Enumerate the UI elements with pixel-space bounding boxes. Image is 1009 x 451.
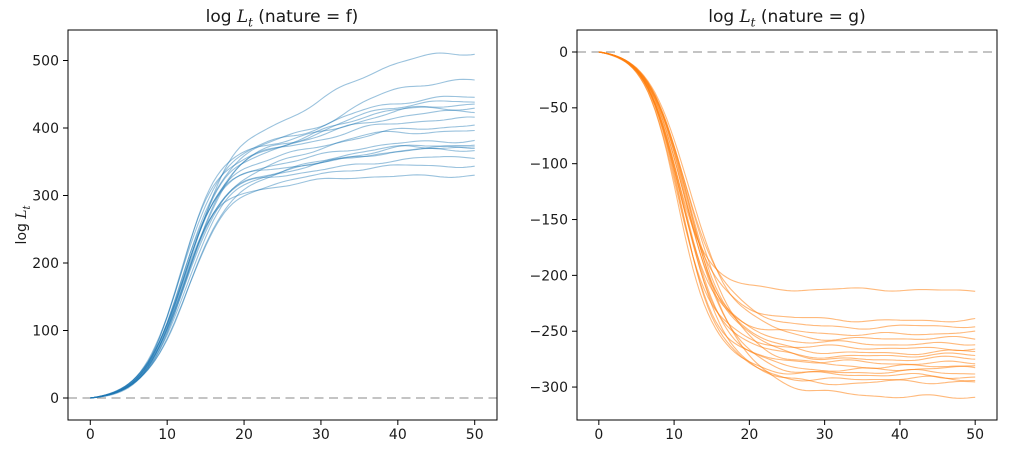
series-line (598, 51, 976, 341)
ylabel-sub: t (21, 205, 33, 210)
series-line (90, 145, 475, 399)
series-line (90, 52, 475, 399)
series-line (90, 164, 475, 399)
series-line (90, 109, 475, 399)
x-tick-label: 30 (312, 427, 330, 443)
series-line (598, 51, 976, 362)
right-chart-title: log Lt (nature = g) (708, 7, 866, 30)
series-line (90, 100, 475, 399)
series-line (90, 78, 475, 399)
y-tick-label: 300 (32, 188, 59, 204)
title-log: log (708, 7, 740, 27)
series-line (90, 144, 475, 399)
title-var: L (739, 7, 751, 26)
axes-box (67, 29, 498, 421)
y-tick-label: −100 (530, 157, 568, 173)
series-line (598, 51, 976, 292)
series-line (90, 116, 475, 399)
x-tick-label: 50 (966, 427, 984, 443)
ylabel-var: L (14, 209, 30, 219)
y-tick-label: 200 (32, 256, 59, 272)
series-line (90, 155, 475, 399)
series-line (90, 147, 475, 399)
y-tick-label: −50 (538, 101, 568, 117)
series-line (598, 51, 976, 375)
left-y-axis-label: log Lt (14, 205, 33, 245)
x-tick-label: 10 (665, 427, 683, 443)
y-tick-label: 0 (559, 45, 568, 61)
title-suffix: (nature = f) (252, 7, 359, 27)
title-sub: t (750, 15, 756, 30)
x-tick-label: 30 (816, 427, 834, 443)
series-line (90, 174, 475, 399)
x-tick-label: 0 (86, 427, 95, 443)
series-line (598, 51, 976, 386)
series-line (90, 106, 475, 399)
series-line (90, 145, 475, 399)
x-tick-label: 0 (594, 427, 603, 443)
title-log: log (205, 7, 238, 27)
series-line (90, 139, 475, 399)
y-tick-label: 100 (32, 323, 59, 339)
series-line (90, 95, 475, 399)
x-tick-label: 10 (158, 427, 176, 443)
x-tick-label: 40 (389, 427, 407, 443)
x-tick-label: 50 (466, 427, 484, 443)
y-tick-label: −250 (530, 324, 568, 340)
y-tick-label: −200 (530, 268, 568, 284)
title-sub: t (248, 15, 253, 30)
y-tick-label: 500 (32, 53, 59, 69)
series-line (598, 51, 976, 382)
left-chart-title: log Lt (nature = f) (205, 7, 359, 30)
title-suffix: (nature = g) (755, 7, 866, 27)
x-tick-label: 20 (235, 427, 253, 443)
series-line (90, 129, 475, 399)
series-line (90, 103, 475, 399)
y-tick-label: 400 (32, 121, 59, 137)
ylabel-log: log (14, 218, 30, 245)
y-tick-label: −300 (530, 380, 568, 396)
title-var: L (237, 7, 249, 26)
series-line (598, 51, 976, 399)
x-tick-label: 20 (740, 427, 758, 443)
y-tick-label: 0 (50, 391, 59, 407)
y-tick-label: −150 (530, 212, 568, 228)
x-tick-label: 40 (891, 427, 909, 443)
series-line (598, 51, 976, 346)
axes-box (576, 29, 998, 421)
series-line (90, 124, 475, 399)
series-line (598, 51, 976, 369)
